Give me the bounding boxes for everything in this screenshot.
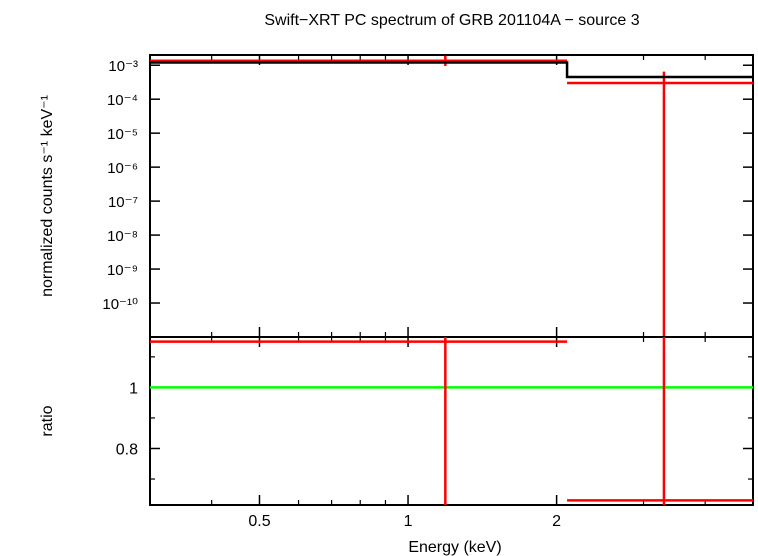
y-tick-label: 10⁻⁸	[107, 228, 138, 245]
y-tick-label: 10⁻¹⁰	[102, 296, 138, 313]
ratio-y-axis-label: ratio	[39, 405, 56, 436]
x-tick-label: 2	[552, 513, 561, 530]
ratio-x-ticks	[149, 337, 754, 505]
y-tick-label: 10⁻⁵	[107, 126, 138, 143]
ratio-series	[150, 337, 753, 505]
x-axis-label: Energy (keV)	[408, 539, 501, 556]
model-step-line	[150, 61, 753, 79]
x-tick-label: 1	[404, 513, 413, 530]
spectrum-y-axis: 10⁻³ 10⁻⁴ 10⁻⁵ 10⁻⁶ 10⁻⁷ 10⁻⁸ 10⁻⁹ 10⁻¹⁰	[102, 58, 753, 313]
spectrum-x-ticks	[149, 55, 754, 337]
y-tick-label: 10⁻⁶	[107, 160, 138, 177]
spectrum-y-axis-label: normalized counts s⁻¹ keV⁻¹	[39, 95, 56, 297]
y-tick-label: 0.8	[116, 441, 138, 458]
ratio-panel-frame	[149, 336, 754, 506]
x-tick-label: 0.5	[248, 513, 270, 530]
y-tick-label: 10⁻⁹	[107, 262, 138, 279]
chart-title: Swift−XRT PC spectrum of GRB 201104A − s…	[264, 12, 639, 29]
y-tick-label: 1	[129, 380, 138, 397]
spectrum-series	[150, 55, 753, 337]
y-tick-label: 10⁻⁴	[107, 92, 138, 109]
x-axis: 0.5 1 2	[248, 513, 561, 530]
y-tick-label: 10⁻⁷	[108, 194, 138, 211]
y-tick-label: 10⁻³	[108, 58, 138, 75]
spectrum-panel-frame	[149, 54, 754, 338]
spectrum-panel: 10⁻³ 10⁻⁴ 10⁻⁵ 10⁻⁶ 10⁻⁷ 10⁻⁸ 10⁻⁹ 10⁻¹⁰ normal…	[39, 54, 754, 338]
ratio-y-axis: 0.81	[116, 356, 753, 480]
ratio-panel: 0.81 ratio	[39, 336, 754, 506]
